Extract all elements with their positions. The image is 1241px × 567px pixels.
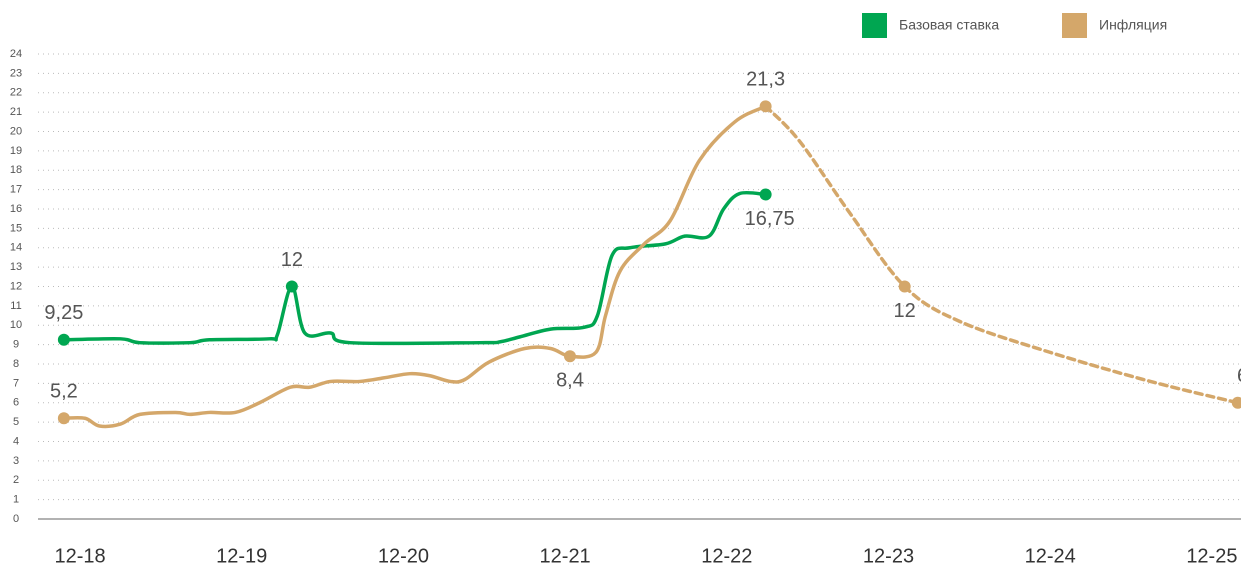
x-tick-label: 12-25 (1186, 545, 1237, 567)
x-tick-label: 12-21 (540, 545, 591, 567)
data-label: 16,75 (745, 208, 795, 230)
y-tick-label: 1 (13, 494, 19, 506)
line (62, 104, 768, 429)
point (759, 188, 772, 201)
y-tick-label: 4 (13, 435, 19, 447)
y-tick-label: 6 (13, 397, 19, 409)
line (62, 190, 768, 346)
forecast-line (763, 104, 1240, 405)
legend-label: Инфляция (1099, 17, 1167, 33)
legend-label: Базовая ставка (899, 17, 999, 33)
y-tick-label: 2 (13, 474, 19, 486)
data-label: 21,3 (746, 69, 785, 91)
legend-swatch (862, 13, 887, 38)
data-label: 6 (1237, 365, 1241, 387)
y-tick-label: 8 (13, 358, 19, 370)
point (57, 412, 70, 425)
legend-swatch (1062, 13, 1087, 38)
x-tick-label: 12-24 (1025, 545, 1076, 567)
x-tick-label: 12-20 (378, 545, 429, 567)
point (563, 350, 576, 363)
y-tick-label: 21 (10, 106, 22, 118)
data-label: 5,2 (50, 381, 78, 403)
y-tick-label: 12 (10, 280, 22, 292)
y-tick-label: 16 (10, 203, 22, 215)
y-tick-label: 20 (10, 125, 22, 137)
point (285, 280, 298, 293)
data-label: 12 (281, 249, 303, 271)
y-tick-label: 17 (10, 184, 22, 196)
x-tick-label: 12-23 (863, 545, 914, 567)
y-tick-label: 14 (10, 242, 22, 254)
y-tick-label: 3 (13, 455, 19, 467)
y-tick-label: 9 (13, 339, 19, 351)
y-tick-label: 7 (13, 377, 19, 389)
y-tick-label: 11 (10, 300, 21, 312)
x-tick-label: 12-19 (216, 545, 267, 567)
data-label: 12 (894, 300, 916, 322)
point (898, 280, 911, 293)
y-tick-label: 18 (10, 164, 22, 176)
point (57, 333, 70, 346)
x-tick-label: 12-22 (701, 545, 752, 567)
data-label: 9,25 (44, 302, 83, 324)
y-tick-label: 23 (10, 67, 22, 79)
y-tick-label: 0 (13, 513, 19, 525)
y-tick-label: 13 (10, 261, 22, 273)
y-tick-label: 22 (10, 87, 22, 99)
data-label: 8,4 (556, 370, 584, 392)
y-tick-label: 5 (13, 416, 19, 428)
y-tick-label: 10 (10, 319, 22, 331)
y-tick-label: 24 (10, 48, 22, 60)
point (1231, 396, 1241, 409)
x-tick-label: 12-18 (54, 545, 105, 567)
y-tick-label: 19 (10, 145, 22, 157)
y-tick-label: 15 (10, 222, 22, 234)
point (759, 100, 772, 113)
